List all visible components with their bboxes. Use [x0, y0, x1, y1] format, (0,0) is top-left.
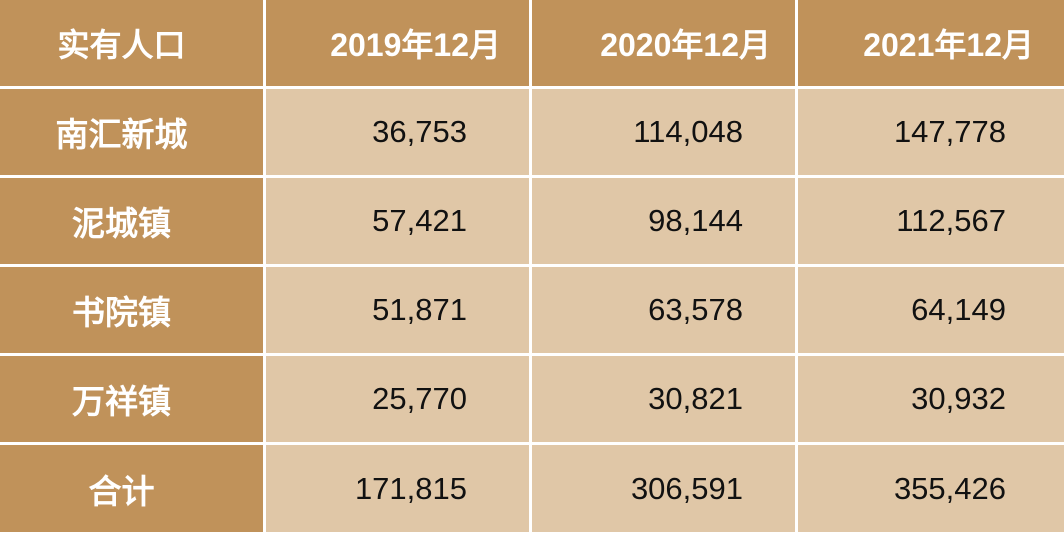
table-cell: 114,048	[532, 89, 798, 178]
table-cell: 36,753	[266, 89, 532, 178]
table-cell: 64,149	[798, 267, 1064, 356]
table-cell: 112,567	[798, 178, 1064, 267]
row-label: 书院镇	[0, 267, 266, 356]
table-cell-total: 355,426	[798, 445, 1064, 535]
row-label-total: 合计	[0, 445, 266, 535]
table-cell: 30,932	[798, 356, 1064, 445]
row-label: 万祥镇	[0, 356, 266, 445]
table-cell: 57,421	[266, 178, 532, 267]
table-cell: 51,871	[266, 267, 532, 356]
table-cell: 30,821	[532, 356, 798, 445]
column-header: 2020年12月	[532, 0, 798, 89]
table-cell: 25,770	[266, 356, 532, 445]
table-cell-total: 171,815	[266, 445, 532, 535]
row-label: 泥城镇	[0, 178, 266, 267]
column-header: 2021年12月	[798, 0, 1064, 89]
table-cell: 63,578	[532, 267, 798, 356]
column-header: 实有人口	[0, 0, 266, 89]
column-header: 2019年12月	[266, 0, 532, 89]
table-cell-total: 306,591	[532, 445, 798, 535]
table-cell: 98,144	[532, 178, 798, 267]
table-cell: 147,778	[798, 89, 1064, 178]
row-label: 南汇新城	[0, 89, 266, 178]
